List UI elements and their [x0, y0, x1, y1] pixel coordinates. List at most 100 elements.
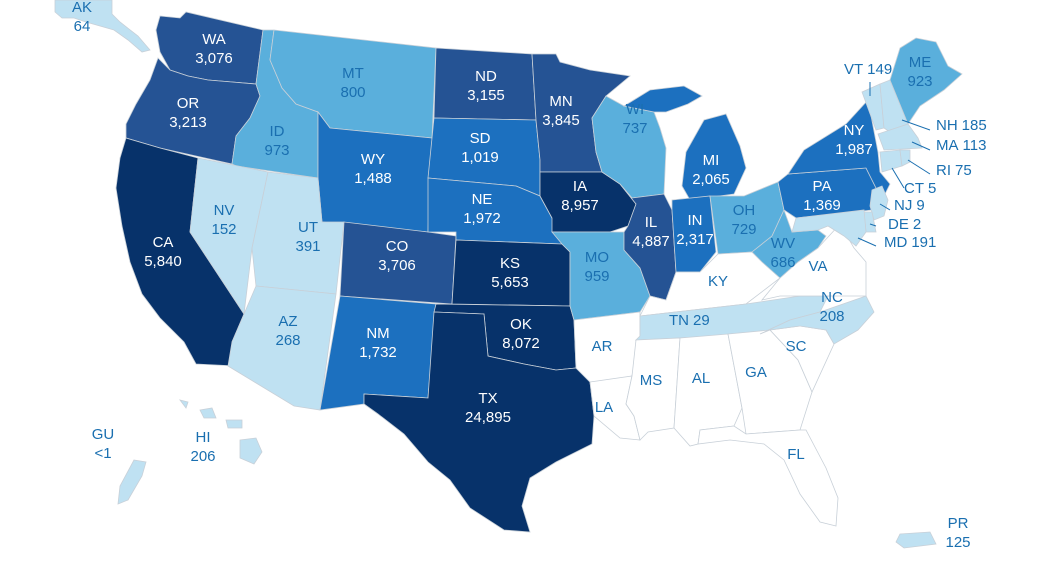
me-value-label: 923: [907, 73, 932, 90]
de-label: DE 2: [888, 216, 921, 233]
sc-code-label: SC: [786, 338, 807, 355]
tx-region: [363, 311, 595, 533]
az-value-label: 268: [275, 332, 300, 349]
ky-code-label: KY: [708, 273, 728, 290]
nm-code-label: NM: [366, 325, 389, 342]
tx-value-label: 24,895: [465, 409, 511, 426]
ak-region: [54, 0, 151, 53]
nh-leader-line: [901, 119, 931, 131]
mn-code-label: MN: [549, 93, 572, 110]
nc-value-label: 208: [819, 308, 844, 325]
hi-value-label: 206: [190, 448, 215, 465]
vt-label: VT 149: [844, 61, 892, 78]
mo-code-label: MO: [585, 249, 609, 266]
de-value-label: 2: [913, 216, 921, 233]
ut-region: [251, 171, 345, 295]
wv-value-label: 686: [770, 254, 795, 271]
nj-code-label: NJ: [894, 197, 912, 214]
ri-value-label: 75: [955, 162, 972, 179]
md-region: [791, 209, 867, 247]
in-value-label: 2,317: [676, 231, 714, 248]
nj-region: [869, 185, 889, 221]
ca-value-label: 5,840: [144, 253, 182, 270]
ct-region: [879, 149, 903, 173]
ar-code-label: AR: [592, 338, 613, 355]
oh-value-label: 729: [731, 221, 756, 238]
ak-value-label: 64: [74, 18, 91, 35]
hi-code-label: HI: [196, 429, 211, 446]
wy-code-label: WY: [361, 151, 385, 168]
md-label: MD 191: [884, 234, 936, 251]
ms-code-label: MS: [640, 372, 663, 389]
sd-value-label: 1,019: [461, 149, 499, 166]
va-code-label: VA: [809, 258, 828, 275]
md-value-label: 191: [911, 234, 936, 251]
ma-leader-line: [911, 141, 931, 151]
oh-code-label: OH: [733, 202, 756, 219]
tn-value-label: 29: [693, 312, 710, 329]
me-code-label: ME: [909, 54, 932, 71]
mo-value-label: 959: [584, 268, 609, 285]
nh-label: NH 185: [936, 117, 987, 134]
co-value-label: 3,706: [378, 257, 416, 274]
nd-code-label: ND: [475, 68, 497, 85]
nv-value-label: 152: [211, 221, 236, 238]
nm-value-label: 1,732: [359, 344, 397, 361]
pa-code-label: PA: [813, 178, 832, 195]
nj-leader-line: [879, 203, 891, 211]
ut-value-label: 391: [295, 238, 320, 255]
nj-value-label: 9: [916, 197, 924, 214]
ct-code-label: CT: [904, 180, 924, 197]
ok-code-label: OK: [510, 316, 532, 333]
ct-label: CT 5: [904, 180, 936, 197]
nv-region: [189, 157, 269, 316]
nh-code-label: NH: [936, 117, 958, 134]
az-region: [227, 285, 337, 411]
or-value-label: 3,213: [169, 114, 207, 131]
pr-region: [895, 531, 937, 549]
ri-leader-line: [907, 159, 931, 175]
ks-region: [451, 239, 571, 307]
gu-code-label: GU: [92, 426, 115, 443]
ga-code-label: GA: [745, 364, 767, 381]
nv-code-label: NV: [214, 202, 235, 219]
id-value-label: 973: [264, 142, 289, 159]
ny-code-label: NY: [844, 122, 865, 139]
ma-value-label: 113: [963, 137, 987, 154]
de-code-label: DE: [888, 216, 909, 233]
mi-region: [622, 85, 747, 201]
tn-code-label: TN: [669, 312, 689, 329]
az-code-label: AZ: [278, 313, 297, 330]
mi-code-label: MI: [703, 152, 720, 169]
il-code-label: IL: [645, 214, 658, 231]
mn-value-label: 3,845: [542, 112, 580, 129]
ny-region: [787, 99, 891, 197]
vt-value-label: 149: [867, 61, 892, 78]
co-code-label: CO: [386, 238, 409, 255]
wi-code-label: WI: [626, 101, 644, 118]
pr-value-label: 125: [945, 534, 970, 551]
ma-code-label: MA: [936, 137, 959, 154]
nc-code-label: NC: [821, 289, 843, 306]
ri-code-label: RI: [936, 162, 951, 179]
gu-value-label: <1: [94, 445, 111, 462]
il-value-label: 4,887: [632, 233, 670, 250]
ks-value-label: 5,653: [491, 274, 529, 291]
ny-value-label: 1,987: [835, 141, 873, 158]
la-code-label: LA: [595, 399, 613, 416]
or-code-label: OR: [177, 95, 200, 112]
ia-value-label: 8,957: [561, 197, 599, 214]
ne-code-label: NE: [472, 191, 493, 208]
ca-code-label: CA: [153, 234, 174, 251]
pa-value-label: 1,369: [803, 197, 841, 214]
tn-label: TN 29: [669, 312, 710, 329]
nh-value-label: 185: [962, 117, 987, 134]
ok-value-label: 8,072: [502, 335, 540, 352]
hi-region: [179, 399, 263, 465]
mo-region: [551, 231, 651, 321]
me-region: [889, 37, 963, 125]
wv-region: [751, 208, 827, 279]
mi-value-label: 2,065: [692, 171, 730, 188]
